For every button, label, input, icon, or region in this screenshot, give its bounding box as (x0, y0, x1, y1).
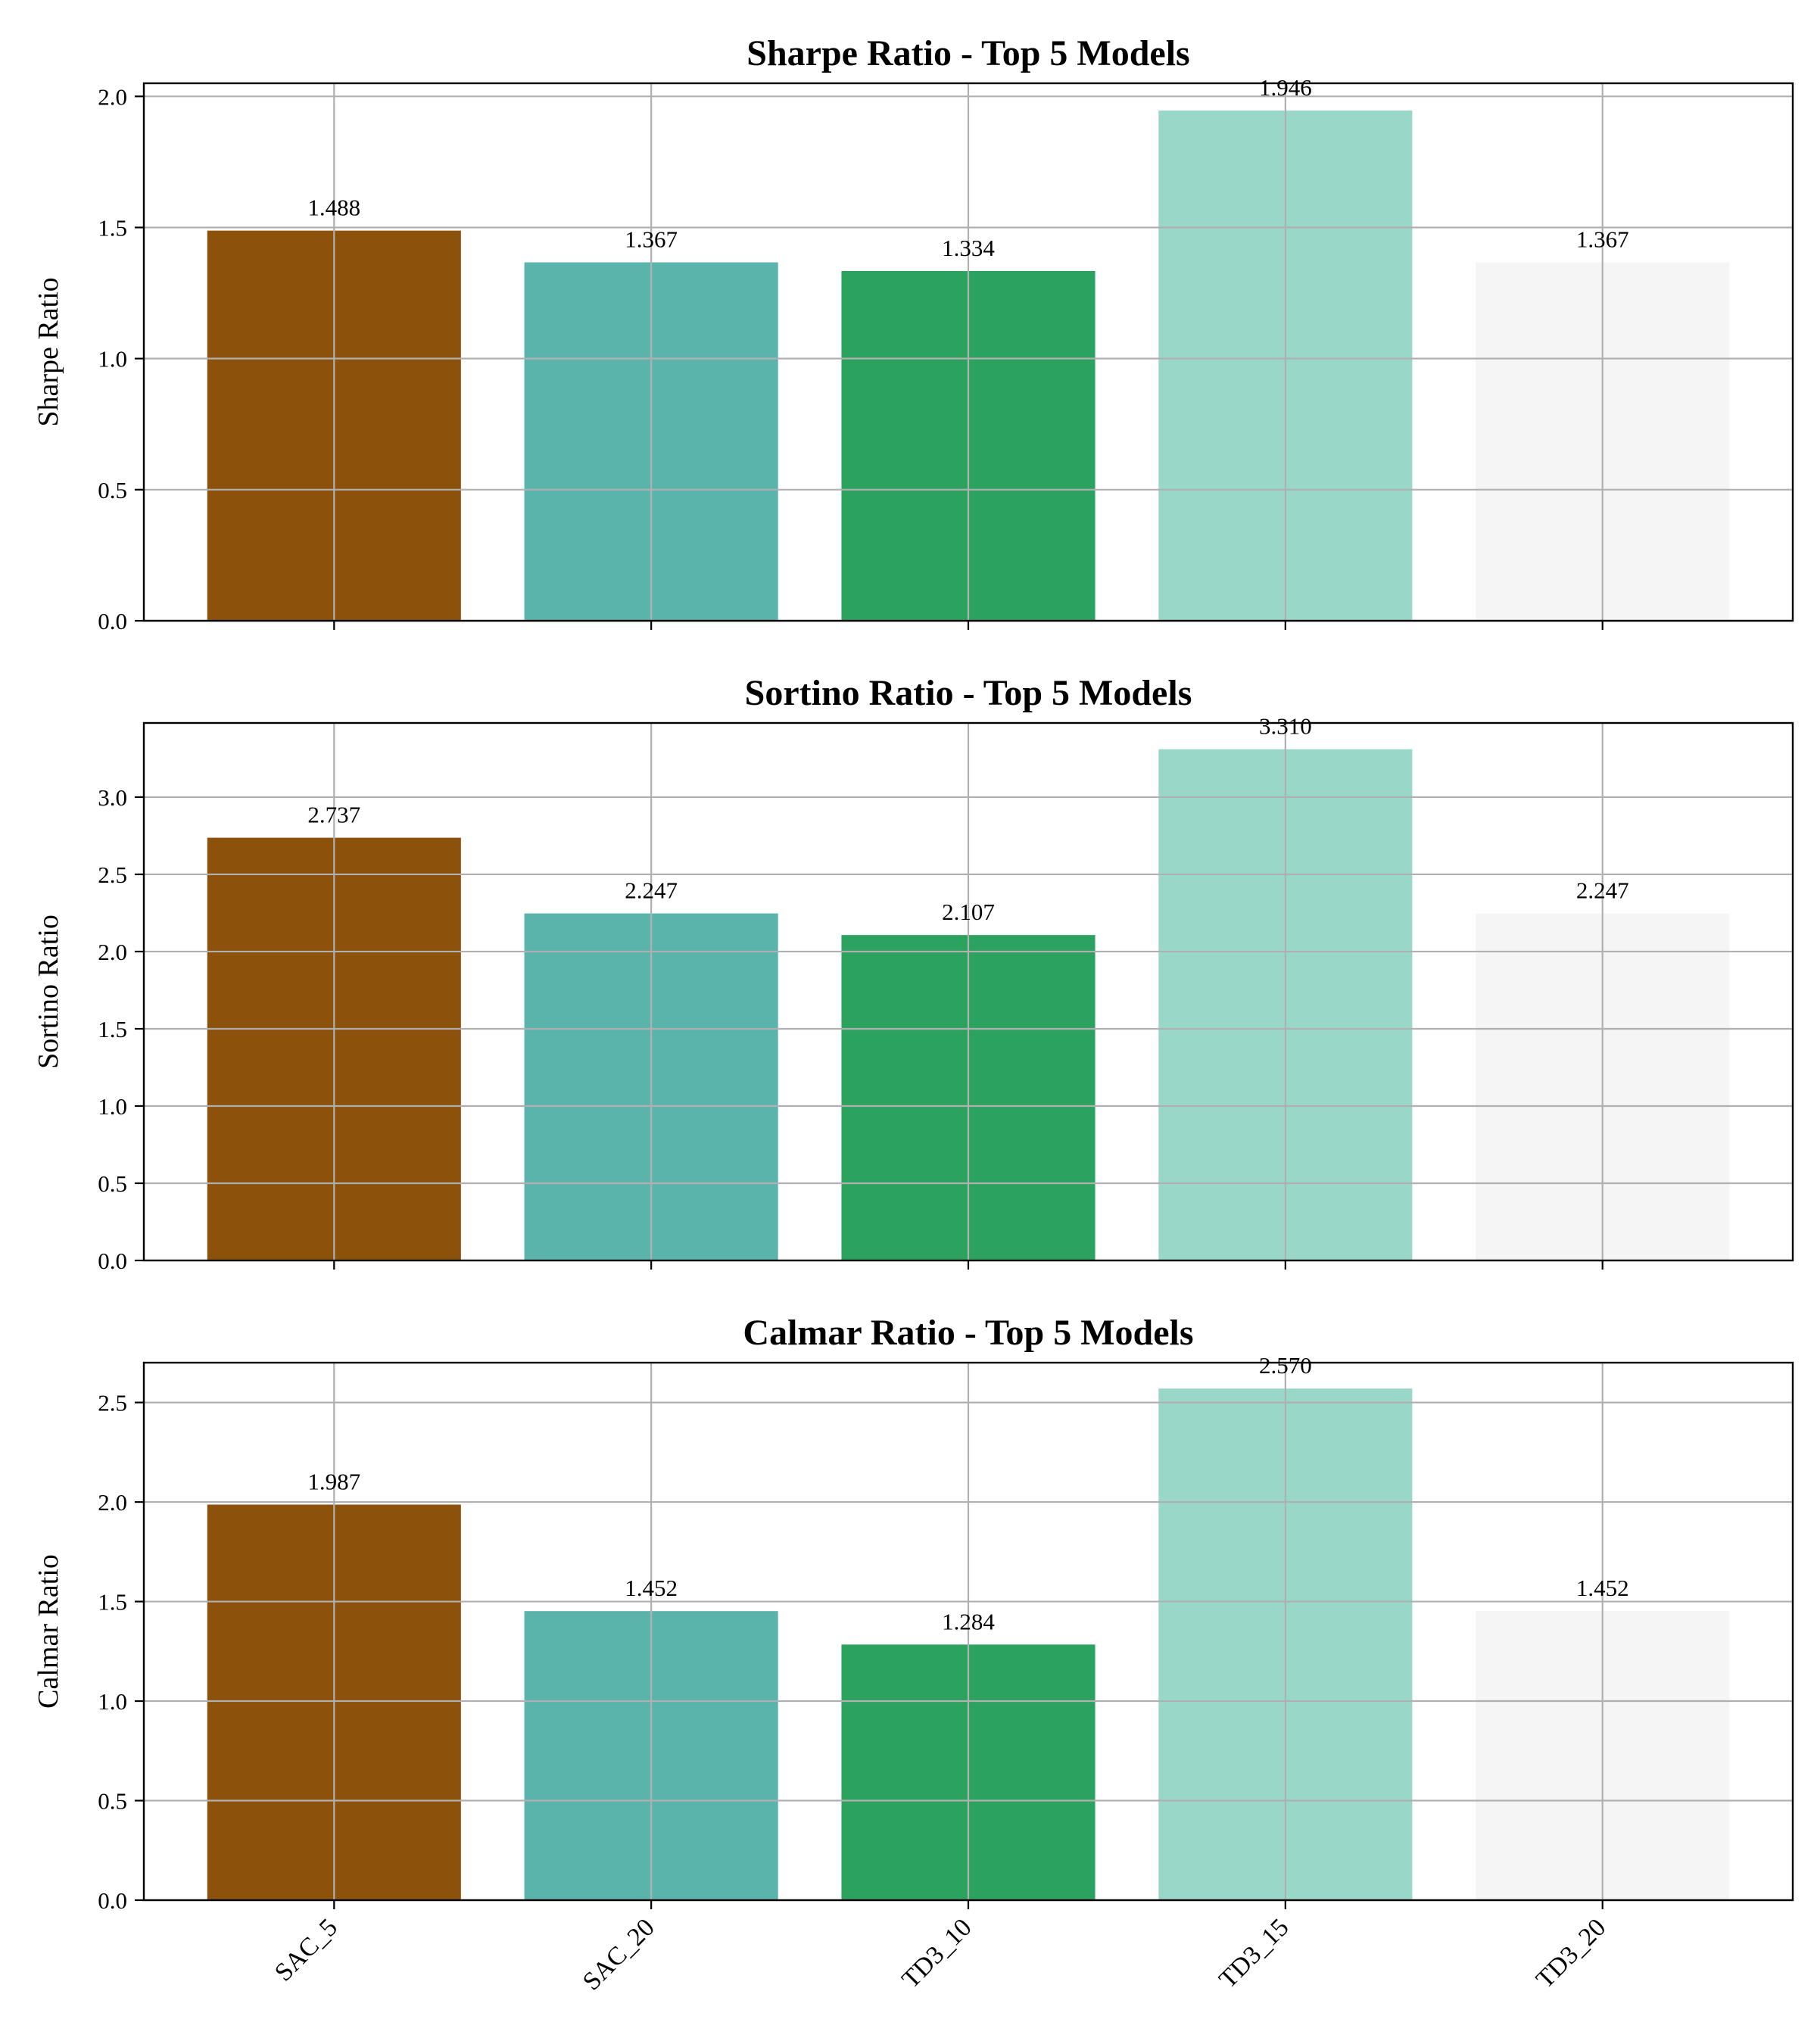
value-label: 1.987 (307, 1468, 360, 1494)
y-tick-label: 0.0 (98, 1248, 127, 1274)
x-tick-label: TD3_15 (1214, 1913, 1294, 1993)
value-label: 1.284 (942, 1608, 995, 1634)
y-tick-label: 1.0 (98, 346, 127, 372)
value-label: 2.570 (1259, 1352, 1312, 1379)
y-tick-label: 0.0 (98, 608, 127, 634)
value-label: 1.367 (625, 226, 678, 253)
subplot-1: 0.0 0.5 1.0 1.5 2.0 1.488 1.367 1.334 1.946 1.367… (33, 33, 1794, 634)
x-tick-label: SAC_20 (578, 1913, 660, 1996)
y-tick-label: 1.5 (98, 1016, 127, 1042)
y-tick-label: 2.5 (98, 862, 127, 888)
value-label: 1.488 (307, 195, 360, 221)
y-tick-label: 0.0 (98, 1887, 127, 1914)
value-label: 1.946 (1259, 74, 1312, 101)
value-label: 3.310 (1259, 713, 1312, 740)
value-label: 2.247 (625, 877, 678, 904)
value-label: 1.452 (625, 1575, 678, 1601)
y-tick-label: 2.0 (98, 939, 127, 965)
chart-title: Calmar Ratio - Top 5 Models (743, 1313, 1193, 1353)
y-tick-label: 1.0 (98, 1093, 127, 1120)
y-tick-label: 1.5 (98, 1589, 127, 1616)
y-axis-label: Calmar Ratio (33, 1554, 64, 1709)
x-tick-label: TD3_20 (1531, 1913, 1611, 1993)
subplot-3: 0.0 0.5 1.0 1.5 2.0 2.5 SAC_5 SAC_20 TD3_10 TD3_1… (33, 1313, 1794, 1996)
y-tick-label: 2.0 (98, 1489, 127, 1516)
y-tick-label: 1.0 (98, 1688, 127, 1715)
value-label: 2.737 (307, 802, 360, 828)
y-tick-label: 2.5 (98, 1390, 127, 1416)
value-label: 2.247 (1576, 877, 1629, 904)
chart-title: Sortino Ratio - Top 5 Models (745, 673, 1192, 713)
y-tick-label: 0.5 (98, 1170, 127, 1197)
y-tick-label: 0.5 (98, 1788, 127, 1815)
y-tick-label: 3.0 (98, 784, 127, 811)
y-axis-label: Sortino Ratio (33, 915, 64, 1069)
y-axis-label: Sharpe Ratio (33, 277, 64, 426)
chart-title: Sharpe Ratio - Top 5 Models (746, 33, 1189, 73)
value-label: 1.334 (942, 235, 995, 261)
value-label: 1.367 (1576, 226, 1629, 253)
value-label: 1.452 (1576, 1575, 1629, 1601)
subplot-2: 0.0 0.5 1.0 1.5 2.0 2.5 3.0 2.737 2.247 2.107 3.31… (33, 673, 1794, 1274)
value-label: 2.107 (942, 899, 995, 925)
y-tick-label: 2.0 (98, 83, 127, 110)
y-tick-label: 1.5 (98, 214, 127, 241)
y-tick-label: 0.5 (98, 477, 127, 503)
x-tick-label: TD3_10 (896, 1913, 977, 1993)
x-tick-label: SAC_5 (270, 1913, 343, 1986)
